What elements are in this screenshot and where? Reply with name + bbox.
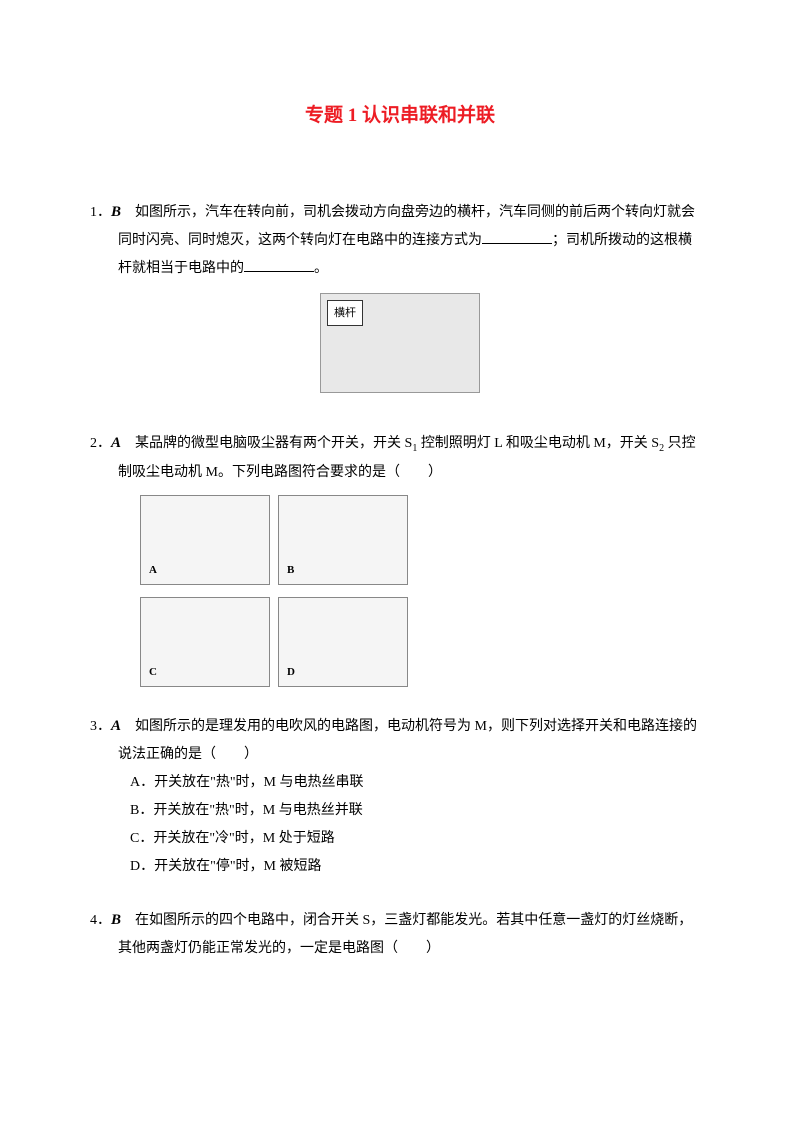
title-text: 专题 1 认识串联和并联 (305, 105, 495, 126)
circuit-row-2: C D (140, 597, 710, 687)
question-1-answer: B (111, 204, 121, 220)
question-3-option-a: A．开关放在"热"时，M 与电热丝串联 (90, 769, 710, 797)
question-3-option-b: B．开关放在"热"时，M 与电热丝并联 (90, 797, 710, 825)
question-4-line2: 其他两盏灯仍能正常发光的，一定是电路图（ ） (90, 935, 710, 963)
question-1-body-4: 杆就相当于电路中的 (118, 261, 244, 276)
circuit-diagram-b: B (278, 495, 408, 585)
circuit-label-c: C (149, 661, 157, 683)
question-4-body-2: 其他两盏灯仍能正常发光的，一定是电路图（ ） (118, 941, 440, 956)
circuit-diagram-d: D (278, 597, 408, 687)
circuit-label-d: D (287, 661, 295, 683)
page-title: 专题 1 认识串联和并联 (90, 100, 710, 127)
question-1-text: 1．B 如图所示，汽车在转向前，司机会拨动方向盘旁边的横杆，汽车同侧的前后两个转… (90, 197, 710, 227)
question-4-answer: B (111, 912, 121, 928)
circuit-diagram-c: C (140, 597, 270, 687)
blank-2 (244, 258, 314, 272)
question-4: 4．B 在如图所示的四个电路中，闭合开关 S，三盏灯都能发光。若其中任意一盏灯的… (90, 905, 710, 963)
question-3-text: 3．A 如图所示的是理发用的电吹风的电路图，电动机符号为 M，则下列对选择开关和… (90, 711, 710, 741)
question-3-option-d: D．开关放在"停"时，M 被短路 (90, 853, 710, 881)
question-1-body-2: 同时闪亮、同时熄灭，这两个转向灯在电路中的连接方式为 (118, 233, 482, 248)
question-2-body-1: 某品牌的微型电脑吸尘器有两个开关，开关 S (121, 436, 412, 451)
question-1-line2: 同时闪亮、同时熄灭，这两个转向灯在电路中的连接方式为 ；司机所拨动的这根横 (90, 227, 710, 255)
circuit-label-a: A (149, 559, 157, 581)
question-3-option-c: C．开关放在"冷"时，M 处于短路 (90, 825, 710, 853)
question-3-number: 3． (90, 719, 111, 734)
question-4-body-1: 在如图所示的四个电路中，闭合开关 S，三盏灯都能发光。若其中任意一盏灯的灯丝烧断… (121, 913, 692, 928)
question-2-circuits: A B C D (90, 495, 710, 687)
question-1: 1．B 如图所示，汽车在转向前，司机会拨动方向盘旁边的横杆，汽车同侧的前后两个转… (90, 197, 710, 404)
question-3-body-2: 说法正确的是（ ） (118, 747, 258, 762)
circuit-diagram-a: A (140, 495, 270, 585)
question-3-body-1: 如图所示的是理发用的电吹风的电路图，电动机符号为 M，则下列对选择开关和电路连接… (121, 719, 697, 734)
question-2-body-2: 控制照明灯 L 和吸尘电动机 M，开关 S (417, 436, 659, 451)
question-1-body-5: 。 (314, 261, 328, 276)
question-4-text: 4．B 在如图所示的四个电路中，闭合开关 S，三盏灯都能发光。若其中任意一盏灯的… (90, 905, 710, 935)
question-4-number: 4． (90, 913, 111, 928)
question-3-line2: 说法正确的是（ ） (90, 741, 710, 769)
question-2-number: 2． (90, 436, 111, 451)
question-2-line2: 制吸尘电动机 M。下列电路图符合要求的是（ ） (90, 459, 710, 487)
question-1-line3: 杆就相当于电路中的 。 (90, 255, 710, 283)
question-1-image-wrapper: 横杆 (90, 293, 710, 404)
question-1-body-1: 如图所示，汽车在转向前，司机会拨动方向盘旁边的横杆，汽车同侧的前后两个转向灯就会 (121, 205, 695, 220)
circuit-label-b: B (287, 559, 294, 581)
car-steering-image: 横杆 (320, 293, 480, 393)
question-2-body-4: 制吸尘电动机 M。下列电路图符合要求的是（ ） (118, 465, 442, 480)
question-1-body-3: ；司机所拨动的这根横 (552, 233, 692, 248)
question-2-answer: A (111, 435, 121, 451)
circuit-row-1: A B (140, 495, 710, 585)
question-2-body-3: 只控 (664, 436, 696, 451)
question-2-text: 2．A 某品牌的微型电脑吸尘器有两个开关，开关 S1 控制照明灯 L 和吸尘电动… (90, 428, 710, 459)
question-1-number: 1． (90, 205, 111, 220)
image-label-henggan: 横杆 (327, 300, 363, 326)
blank-1 (482, 230, 552, 244)
spacer (140, 585, 710, 597)
question-3-answer: A (111, 718, 121, 734)
question-3: 3．A 如图所示的是理发用的电吹风的电路图，电动机符号为 M，则下列对选择开关和… (90, 711, 710, 881)
question-2: 2．A 某品牌的微型电脑吸尘器有两个开关，开关 S1 控制照明灯 L 和吸尘电动… (90, 428, 710, 687)
